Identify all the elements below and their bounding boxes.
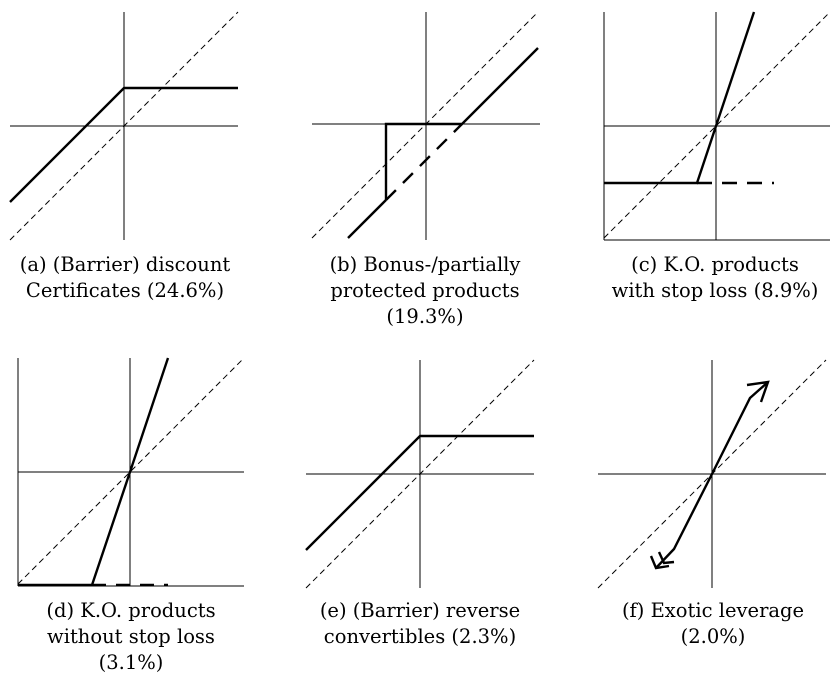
panel-d-caption: (d) K.O. products without stop loss (3.1… (46, 599, 216, 674)
panel-f-payoff-diagram (597, 359, 827, 589)
panel-e-caption: (e) (Barrier) reverse convertibles (2.3%… (319, 599, 521, 648)
panel-f-lower-arrowhead-inner (657, 551, 675, 565)
panel-a-reference-diagonal (9, 11, 239, 241)
panel-b-dashed-payoff (385, 123, 463, 201)
panel-d-reference-diagonal (17, 359, 243, 585)
panel-b-payoff-diagram (311, 11, 540, 240)
panel-a-payoff-line (9, 86, 238, 203)
panel-a-payoff-diagram (9, 11, 239, 241)
panel-e-payoff-diagram (305, 359, 535, 589)
panel-c-reference-diagonal (603, 13, 829, 239)
panel-e-reference-diagonal (305, 359, 535, 589)
panel-c-payoff-diagram (603, 11, 830, 241)
panel-f-payoff-line (655, 381, 769, 569)
panel-c-caption: (c) K.O. products with stop loss (8.9%) (611, 253, 819, 302)
panel-e-payoff-line (305, 434, 534, 551)
panel-b-payoff-upper (384, 47, 539, 200)
panel-b-payoff-lower (347, 199, 387, 239)
panel-d-payoff-diagram (17, 357, 244, 587)
panel-b-reference-diagonal (311, 11, 539, 239)
panel-a-caption: (a) (Barrier) discount Certificates (24.… (19, 253, 231, 302)
panel-f-lower-arrowhead (649, 555, 670, 570)
panel-f-upper-arrowhead (746, 380, 770, 403)
panel-f-caption: (f) Exotic leverage (2.0%) (621, 599, 805, 648)
panel-c-payoff-line (604, 11, 756, 185)
panel-d-payoff-line (18, 357, 170, 587)
panel-b-caption: (b) Bonus-/partially protected products … (329, 253, 521, 328)
